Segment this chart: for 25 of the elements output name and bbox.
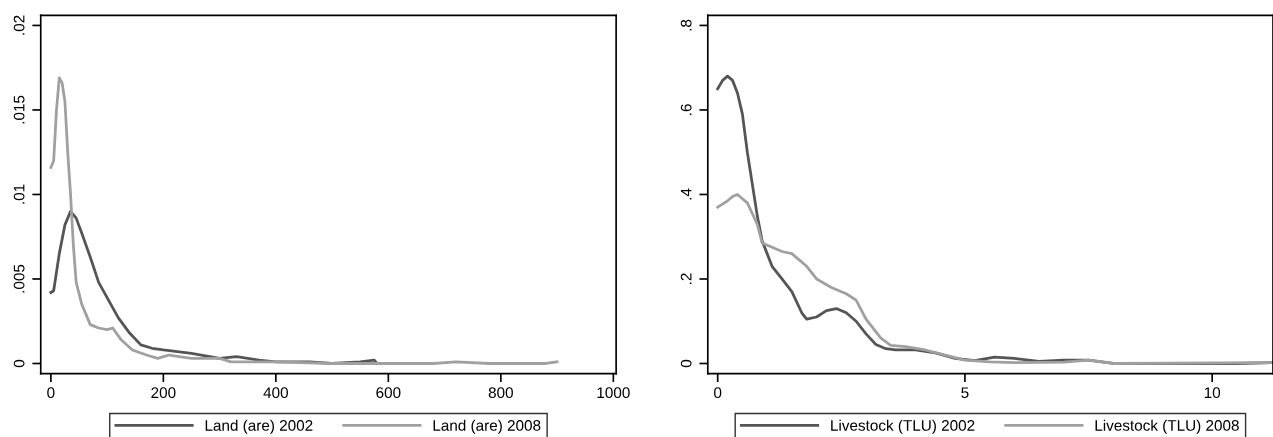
legend-label: Livestock (TLU) 2008 xyxy=(1095,419,1239,434)
x-tick-label: 200 xyxy=(151,387,176,399)
y-tick-label: .2 xyxy=(680,273,692,284)
x-tick-label: 5 xyxy=(961,387,969,399)
line-series xyxy=(716,193,1273,365)
y-tick-label: .6 xyxy=(680,104,692,115)
x-tick-label: 10 xyxy=(1204,387,1221,399)
legend-label: Livestock (TLU) 2002 xyxy=(831,419,975,434)
legend-label: Land (are) 2008 xyxy=(433,419,541,434)
line-series xyxy=(49,76,559,365)
y-tick-label: .015 xyxy=(13,95,25,124)
x-tick-label: 0 xyxy=(714,387,722,399)
x-tick-label: 600 xyxy=(376,387,401,399)
y-tick-label: .01 xyxy=(13,184,25,204)
y-tick-label: 0 xyxy=(13,359,25,368)
x-tick-label: 0 xyxy=(47,387,55,399)
legend-label: Land (are) 2002 xyxy=(205,419,313,434)
y-tick-label: 0 xyxy=(680,359,692,368)
y-tick-label: .4 xyxy=(680,188,692,200)
x-tick-label: 1000 xyxy=(597,387,630,399)
x-tick-label: 800 xyxy=(488,387,513,399)
y-tick-label: .8 xyxy=(680,19,692,31)
x-tick-label: 400 xyxy=(263,387,288,399)
y-tick-label: .005 xyxy=(13,264,25,293)
y-tick-label: .02 xyxy=(13,15,25,35)
